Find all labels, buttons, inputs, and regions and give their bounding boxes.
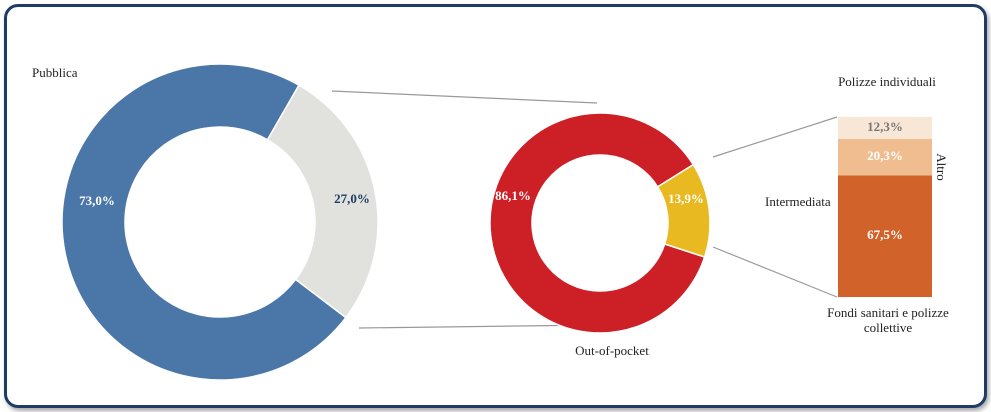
legend-label: Fondi sanitari e polizze collettive (827, 305, 949, 335)
bar-segment (838, 138, 932, 176)
legend-label: Altro (934, 153, 949, 181)
bar-segment (838, 175, 932, 297)
connector (712, 116, 838, 158)
donut-slice (61, 63, 347, 381)
value-label: 86,1% (495, 188, 531, 203)
value-label: 12,3% (867, 119, 903, 134)
category-label: Intermediata (765, 194, 831, 209)
value-label: 20,3% (867, 148, 903, 163)
donut-slice (489, 112, 706, 334)
category-label: Pubblica (32, 65, 78, 80)
value-label: 13,9% (668, 191, 704, 206)
chart: 73,0% 27,0% 86,1% 13,9% 67,5% 20,3% 12,3% (61, 63, 932, 381)
connector (712, 246, 838, 298)
donut-slice (656, 163, 711, 258)
value-label: 73,0% (79, 193, 115, 208)
connector (358, 324, 598, 329)
value-label: 27,0% (334, 191, 370, 206)
category-label: Out-of-pocket (575, 343, 649, 358)
bar-segment (838, 116, 932, 139)
donut-slice (266, 84, 379, 319)
legend-label: Polizze individuali (838, 74, 936, 89)
connector (331, 90, 598, 104)
frame: 73,0% 27,0% 86,1% 13,9% 67,5% 20,3% 12,3% Pubb… (4, 4, 987, 408)
value-label: 67,5% (867, 227, 903, 242)
